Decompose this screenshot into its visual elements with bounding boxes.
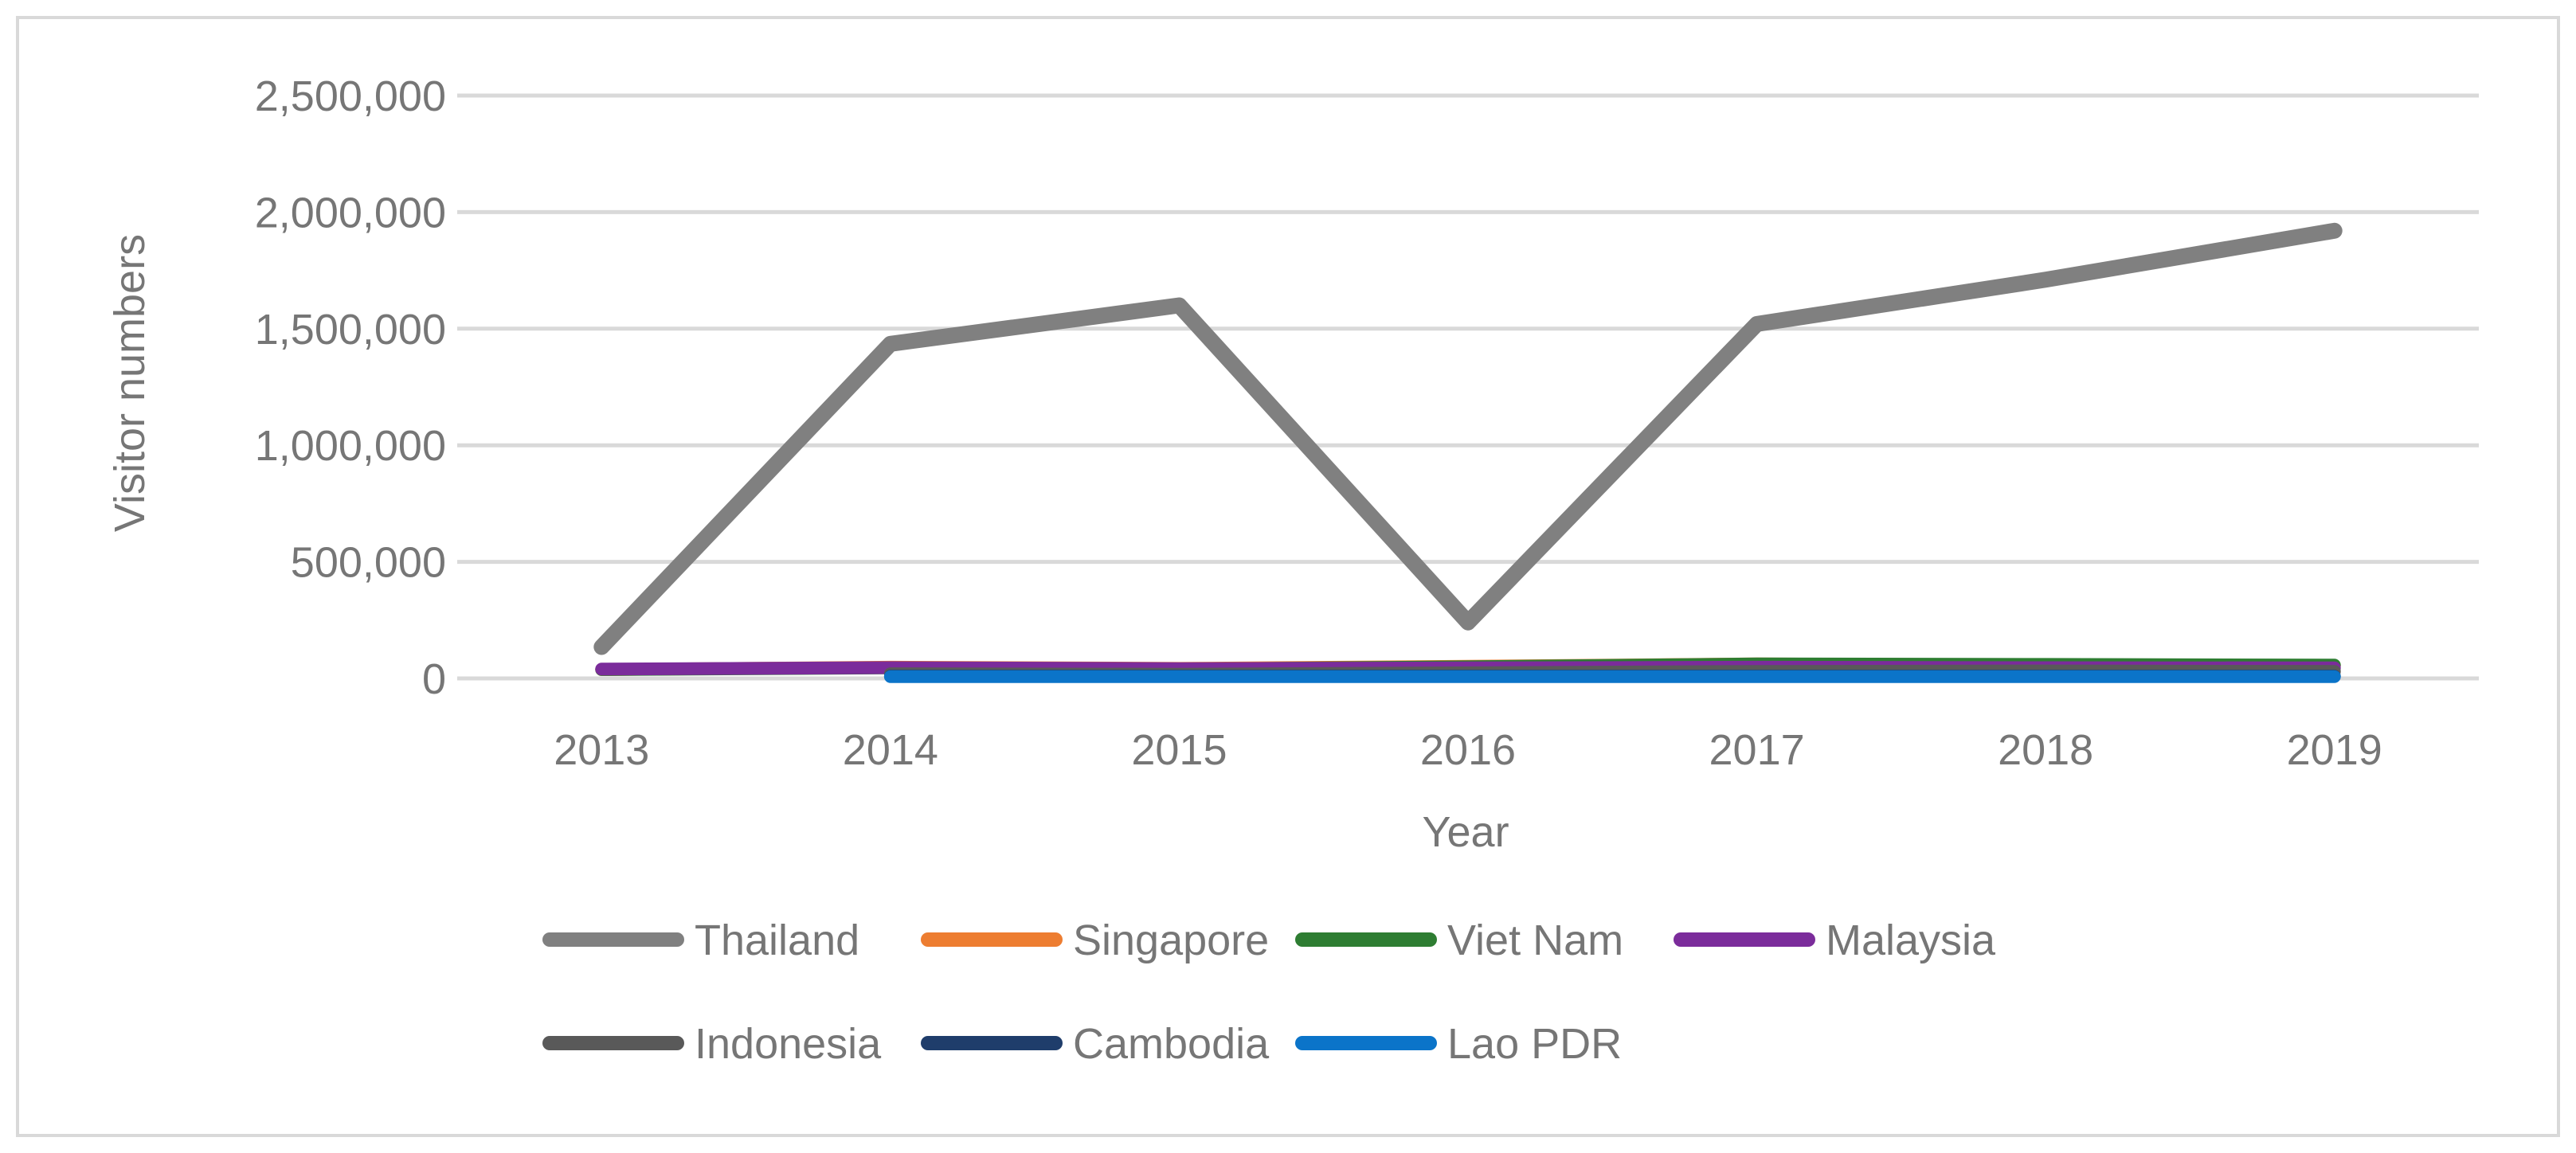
x-tick-label: 2017 bbox=[1709, 726, 1805, 774]
x-axis-title: Year bbox=[1422, 808, 1509, 856]
y-tick-label: 2,500,000 bbox=[255, 72, 446, 120]
legend: Thailand Singapore Viet Nam Malaysia Indones… bbox=[542, 917, 1996, 1068]
x-tick-label: 2014 bbox=[843, 726, 938, 774]
x-axis-tick-labels: 2013 2014 2015 2016 2017 2018 2019 bbox=[554, 726, 2382, 774]
legend-label-malaysia: Malaysia bbox=[1826, 917, 1996, 964]
legend-label-indonesia: Indonesia bbox=[695, 1020, 882, 1068]
y-axis-title: Visitor numbers bbox=[106, 234, 154, 532]
x-tick-label: 2016 bbox=[1420, 726, 1516, 774]
legend-label-cambodia: Cambodia bbox=[1073, 1020, 1270, 1068]
legend-label-lao-pdr: Lao PDR bbox=[1447, 1020, 1622, 1068]
y-tick-label: 1,000,000 bbox=[255, 422, 446, 470]
x-tick-label: 2018 bbox=[1998, 726, 2093, 774]
y-tick-label: 2,000,000 bbox=[255, 189, 446, 236]
x-tick-label: 2015 bbox=[1131, 726, 1227, 774]
legend-label-singapore: Singapore bbox=[1073, 917, 1269, 964]
legend-label-viet-nam: Viet Nam bbox=[1447, 917, 1623, 964]
series-lines bbox=[593, 222, 2343, 683]
legend-label-thailand: Thailand bbox=[695, 917, 859, 964]
x-tick-label: 2019 bbox=[2287, 726, 2382, 774]
y-tick-label: 500,000 bbox=[291, 539, 446, 587]
x-tick-label: 2013 bbox=[554, 726, 649, 774]
series-line-thailand bbox=[593, 222, 2343, 655]
y-axis-tick-labels: 0 500,000 1,000,000 1,500,000 2,000,000 2,500… bbox=[255, 72, 446, 703]
chart-frame bbox=[16, 16, 2560, 1137]
y-tick-label: 0 bbox=[422, 655, 446, 703]
y-tick-label: 1,500,000 bbox=[255, 306, 446, 354]
